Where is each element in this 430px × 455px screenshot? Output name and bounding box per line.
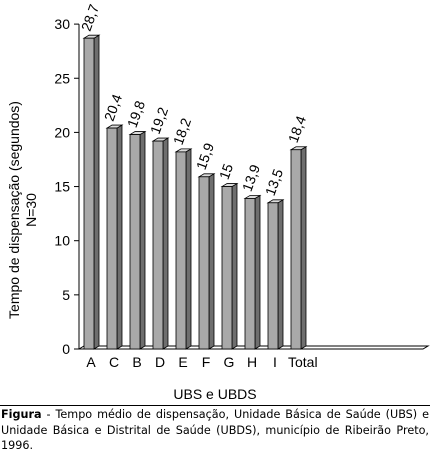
bar [129, 134, 141, 350]
y-tick-label: 10 [54, 233, 70, 249]
y-tick-label: 30 [54, 16, 70, 32]
bar [152, 140, 164, 350]
x-tick-label: I [273, 354, 277, 370]
y-tick-label: 25 [54, 70, 70, 86]
bar-side [231, 182, 238, 350]
y-axis-title-line2: N=30 [23, 193, 39, 227]
bar [198, 176, 210, 350]
caption-rule [0, 405, 430, 406]
data-label: 18,2 [170, 116, 194, 147]
bar [267, 202, 279, 350]
caption-label: Figura [1, 408, 42, 421]
bar-side [116, 124, 123, 350]
x-tick-label: C [109, 354, 119, 370]
x-tick-label: Total [288, 354, 318, 370]
data-label: 13,9 [239, 162, 263, 193]
x-tick-label: G [224, 354, 235, 370]
bar-side [208, 173, 215, 350]
y-tick-label: 5 [62, 287, 70, 303]
bar-side [254, 194, 261, 350]
bar-side [300, 146, 307, 350]
data-label: 13,5 [262, 167, 286, 198]
bar-chart: Tempo de dispensação (segundos) N=30 0 5 1… [6, 2, 430, 370]
data-label: 19,8 [124, 98, 148, 129]
bar [83, 37, 95, 350]
data-label: 15 [216, 161, 236, 181]
x-tick-label: E [178, 354, 187, 370]
x-tick-label: F [202, 354, 211, 370]
bar [244, 198, 256, 350]
y-axis-title: Tempo de dispensação (segundos) N=30 [6, 101, 39, 319]
y-tick-label: 15 [54, 179, 70, 195]
figure-caption: Figura - Tempo médio de dispensação, Uni… [1, 407, 429, 454]
bar [175, 151, 187, 350]
x-tick-label: A [86, 354, 96, 370]
data-label: 19,2 [147, 105, 171, 136]
x-tick-label: B [132, 354, 141, 370]
bar [221, 186, 233, 350]
x-tick-label: H [247, 354, 257, 370]
y-tick-label: 20 [54, 124, 70, 140]
data-label: 28,7 [78, 2, 102, 33]
y-axis-title-line1: Tempo de dispensação (segundos) [6, 101, 22, 319]
y-tick-label: 0 [62, 341, 70, 357]
bar-side [185, 148, 192, 350]
bars [82, 34, 308, 350]
bar-side [277, 199, 284, 350]
data-label: 18,4 [285, 113, 309, 144]
bar-side [93, 34, 100, 350]
x-tick-label: D [155, 354, 165, 370]
bar [106, 127, 118, 350]
x-axis-title: UBS e UBDS [173, 386, 257, 402]
data-label: 15,9 [193, 141, 217, 172]
bar-side [139, 130, 146, 350]
data-label: 20,4 [101, 92, 125, 123]
bar-side [162, 137, 169, 350]
caption-text: - Tempo médio de dispensação, Unidade Bá… [1, 408, 429, 452]
bar [290, 149, 302, 350]
